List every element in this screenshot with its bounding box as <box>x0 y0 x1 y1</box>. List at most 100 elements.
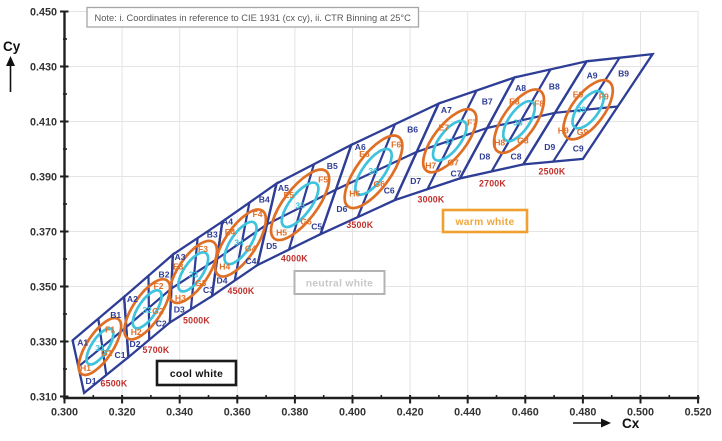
svg-text:B4: B4 <box>259 195 270 205</box>
svg-text:F1: F1 <box>105 325 115 335</box>
svg-text:D1: D1 <box>86 376 97 386</box>
svg-text:D6: D6 <box>336 204 347 214</box>
svg-text:G4: G4 <box>245 244 257 254</box>
svg-text:Cy: Cy <box>3 39 21 54</box>
svg-text:G8: G8 <box>517 136 529 146</box>
svg-text:35: 35 <box>295 200 305 210</box>
svg-text:0.390: 0.390 <box>30 172 57 184</box>
svg-text:4500K: 4500K <box>228 286 255 296</box>
svg-text:C4: C4 <box>245 256 256 266</box>
svg-text:warm white: warm white <box>454 217 514 228</box>
svg-text:F9: F9 <box>599 92 609 102</box>
svg-text:G2: G2 <box>152 306 164 316</box>
svg-text:34: 34 <box>234 238 244 248</box>
svg-text:D2: D2 <box>130 339 141 349</box>
svg-text:H5: H5 <box>276 228 287 238</box>
svg-text:A6: A6 <box>355 142 366 152</box>
svg-text:A7: A7 <box>441 105 452 115</box>
svg-text:D3: D3 <box>174 304 185 314</box>
svg-text:E3: E3 <box>173 262 184 272</box>
svg-text:D7: D7 <box>410 176 421 186</box>
svg-text:H1: H1 <box>80 363 91 373</box>
svg-text:H2: H2 <box>131 327 142 337</box>
svg-text:B8: B8 <box>549 82 560 92</box>
svg-text:0.400: 0.400 <box>339 407 366 419</box>
svg-text:D8: D8 <box>479 152 490 162</box>
svg-text:H7: H7 <box>425 161 436 171</box>
svg-text:C7: C7 <box>451 169 462 179</box>
svg-text:G1: G1 <box>101 348 113 358</box>
svg-text:0.460: 0.460 <box>512 407 539 419</box>
svg-text:0.310: 0.310 <box>30 392 57 404</box>
svg-text:A9: A9 <box>587 71 598 81</box>
svg-text:B3: B3 <box>207 230 218 240</box>
svg-text:C5: C5 <box>311 221 322 231</box>
svg-text:F8: F8 <box>534 99 544 109</box>
svg-text:H6: H6 <box>349 188 360 198</box>
svg-text:E4: E4 <box>225 227 236 237</box>
svg-text:A3: A3 <box>175 252 186 262</box>
svg-text:36: 36 <box>368 166 378 176</box>
svg-text:0.420: 0.420 <box>397 407 424 419</box>
svg-text:A4: A4 <box>222 216 233 226</box>
svg-text:B5: B5 <box>327 161 338 171</box>
svg-text:B7: B7 <box>482 97 493 107</box>
svg-text:H3: H3 <box>175 293 186 303</box>
svg-text:0.410: 0.410 <box>30 117 57 129</box>
svg-text:C9: C9 <box>573 144 584 154</box>
svg-text:A2: A2 <box>127 294 138 304</box>
svg-text:Cx: Cx <box>622 416 640 431</box>
svg-text:0.480: 0.480 <box>569 407 596 419</box>
svg-text:A5: A5 <box>278 183 289 193</box>
svg-text:5000K: 5000K <box>183 316 210 326</box>
svg-text:0.340: 0.340 <box>166 407 193 419</box>
svg-text:G6: G6 <box>373 179 385 189</box>
svg-text:D9: D9 <box>544 142 555 152</box>
svg-text:H4: H4 <box>219 262 230 272</box>
svg-text:Note: i. Coordinates in refere: Note: i. Coordinates in reference to CIE… <box>95 13 412 23</box>
svg-text:F7: F7 <box>467 118 477 128</box>
svg-text:0.300: 0.300 <box>51 407 78 419</box>
svg-text:C3: C3 <box>203 285 214 295</box>
svg-text:0.450: 0.450 <box>30 7 57 19</box>
svg-text:0.350: 0.350 <box>30 282 57 294</box>
svg-text:2500K: 2500K <box>539 167 566 177</box>
svg-text:cool white: cool white <box>170 369 223 380</box>
svg-text:0.500: 0.500 <box>627 407 654 419</box>
svg-text:B9: B9 <box>618 69 629 79</box>
svg-text:33: 33 <box>189 270 199 280</box>
svg-text:0.430: 0.430 <box>30 62 57 74</box>
svg-text:2700K: 2700K <box>479 179 506 189</box>
svg-text:0.440: 0.440 <box>454 407 481 419</box>
svg-text:H8: H8 <box>494 138 505 148</box>
svg-text:4000K: 4000K <box>281 254 308 264</box>
svg-text:F2: F2 <box>153 281 163 291</box>
svg-text:B1: B1 <box>110 310 121 320</box>
svg-text:F3: F3 <box>198 244 208 254</box>
svg-text:H9: H9 <box>558 126 569 136</box>
svg-text:E7: E7 <box>439 122 450 132</box>
svg-text:0.330: 0.330 <box>30 337 57 349</box>
svg-text:31: 31 <box>95 343 105 353</box>
svg-text:0.370: 0.370 <box>30 227 57 239</box>
svg-text:38: 38 <box>513 118 523 128</box>
svg-text:G3: G3 <box>195 278 207 288</box>
svg-text:3500K: 3500K <box>346 220 373 230</box>
svg-text:6500K: 6500K <box>101 379 128 389</box>
svg-text:D5: D5 <box>266 241 277 251</box>
svg-text:F4: F4 <box>252 209 262 219</box>
svg-text:0.360: 0.360 <box>224 407 251 419</box>
svg-text:39: 39 <box>577 105 587 115</box>
svg-text:E9: E9 <box>573 90 584 100</box>
svg-text:G7: G7 <box>447 157 459 167</box>
svg-text:E5: E5 <box>284 190 295 200</box>
svg-text:C8: C8 <box>511 151 522 161</box>
svg-text:37: 37 <box>445 136 455 146</box>
svg-text:neutral white: neutral white <box>306 279 373 290</box>
svg-text:G5: G5 <box>300 217 312 227</box>
svg-text:B6: B6 <box>407 124 418 134</box>
svg-text:C2: C2 <box>156 318 167 328</box>
svg-text:32: 32 <box>142 305 152 315</box>
svg-text:F5: F5 <box>318 174 328 184</box>
svg-text:G9: G9 <box>577 127 589 137</box>
